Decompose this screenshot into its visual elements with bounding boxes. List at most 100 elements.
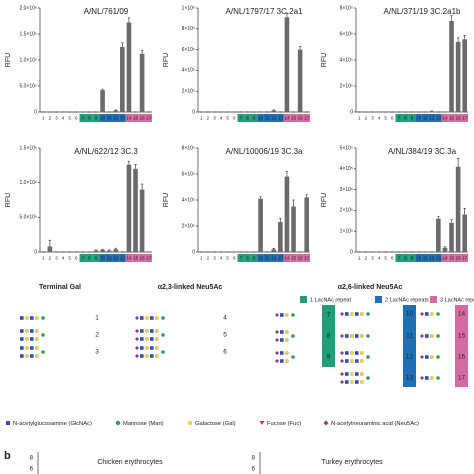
x-tick-label: 17 <box>146 116 152 121</box>
category-band <box>382 114 389 122</box>
gal-icon <box>154 316 159 320</box>
fuc-icon <box>259 421 265 425</box>
x-tick-label: 6 <box>233 116 236 121</box>
x-tick-label: 13 <box>278 116 284 121</box>
glcnac-icon <box>355 312 359 316</box>
bar <box>271 249 277 252</box>
glcnac-icon <box>20 346 24 350</box>
x-tick-label: 8 <box>246 256 249 261</box>
category-band <box>105 114 113 122</box>
man-icon <box>291 334 295 338</box>
gal-icon <box>154 346 159 350</box>
x-tick-label: 5 <box>68 116 71 121</box>
x-tick-label: 15 <box>449 256 455 261</box>
x-tick-label: 9 <box>253 256 256 261</box>
x-tick-label: 16 <box>456 256 462 261</box>
x-tick-label: 17 <box>304 256 310 261</box>
category-band <box>66 254 73 262</box>
category-band <box>211 114 218 122</box>
glcnac-icon <box>355 372 359 376</box>
glcnac-icon <box>140 329 144 333</box>
category-band <box>86 254 93 262</box>
gal-icon <box>24 346 29 350</box>
glycan-number: 1 <box>95 315 99 322</box>
gal-icon <box>154 329 159 333</box>
y-axis-label: RFU <box>5 193 12 207</box>
category-band <box>92 254 100 262</box>
category-band <box>125 114 133 122</box>
bar <box>455 41 461 112</box>
x-tick-label: 9 <box>95 256 98 261</box>
glcnac-icon <box>150 316 154 320</box>
bar <box>462 214 468 252</box>
category-band <box>421 114 429 122</box>
bar <box>436 218 441 252</box>
neu5ac-icon <box>135 337 139 341</box>
category-band <box>198 254 205 262</box>
gal-icon <box>34 329 39 333</box>
category-band <box>375 114 383 122</box>
man-icon <box>41 350 45 354</box>
y-tick-label: 1.0×10⁶ <box>20 57 38 63</box>
y-axis-label: RFU <box>163 53 170 67</box>
glcnac-icon <box>150 354 154 358</box>
group-column <box>322 305 335 367</box>
glycan-number: 4 <box>223 315 227 322</box>
y-tick-label: 4×10⁵ <box>182 197 195 203</box>
glcnac-icon <box>345 380 349 384</box>
category-band <box>277 114 284 122</box>
y-tick-label: 0 <box>34 109 37 115</box>
gal-icon <box>24 316 29 320</box>
category-band <box>362 114 370 122</box>
x-tick-label: 12 <box>271 256 277 261</box>
x-tick-label: 4 <box>378 116 381 121</box>
x-tick-label: 9 <box>95 116 98 121</box>
bar <box>139 53 145 112</box>
x-tick-label: 7 <box>240 256 243 261</box>
category-band <box>369 114 376 122</box>
x-tick-label: 4 <box>220 116 223 121</box>
x-tick-label: 6 <box>233 256 236 261</box>
glycan-number: 15 <box>458 333 466 340</box>
category-band <box>441 114 449 122</box>
x-tick-label: 11 <box>107 116 112 121</box>
category-band <box>138 114 146 122</box>
y-tick-label: 8×10⁵ <box>340 5 353 11</box>
gal-icon <box>144 346 149 350</box>
category-band <box>283 114 291 122</box>
gal-icon <box>284 338 289 342</box>
glcnac-icon <box>30 354 34 358</box>
category-band <box>408 254 416 262</box>
y-tick-label: 5.0×10⁵ <box>19 215 37 221</box>
y-axis-label: RFU <box>163 193 170 207</box>
category-band <box>263 114 271 122</box>
category-band <box>119 114 126 122</box>
glcnac-icon <box>280 359 284 363</box>
glcnac-icon <box>140 316 144 320</box>
x-tick-label: 5 <box>384 116 387 121</box>
neu5ac-icon <box>340 334 344 338</box>
y-tick-label: 8×10⁵ <box>182 26 195 32</box>
gal-icon <box>349 359 354 363</box>
y-tick-label: 1.5×10⁶ <box>20 145 38 151</box>
neu5ac-icon <box>275 338 279 342</box>
neu5ac-icon <box>135 329 139 333</box>
glcnac-icon <box>425 355 429 359</box>
neu5ac-icon <box>340 372 344 376</box>
x-tick-label: 4 <box>220 256 223 261</box>
gal-icon <box>359 380 364 384</box>
x-tick-label: 16 <box>298 116 304 121</box>
category-band <box>415 114 422 122</box>
man-icon <box>161 316 165 320</box>
category-band <box>72 254 80 262</box>
group-header: α2,3-linked Neu5Ac <box>158 284 223 291</box>
panel-title: Chicken erythrocytes <box>97 459 163 466</box>
category-band <box>132 254 139 262</box>
man-icon <box>366 355 370 359</box>
gal-icon <box>349 334 354 338</box>
group-header: α2,6-linked Neu5Ac <box>338 284 403 291</box>
x-tick-label: 11 <box>265 256 270 261</box>
gal-icon <box>144 337 149 341</box>
gal-icon <box>154 354 159 358</box>
x-tick-label: 13 <box>120 116 126 121</box>
